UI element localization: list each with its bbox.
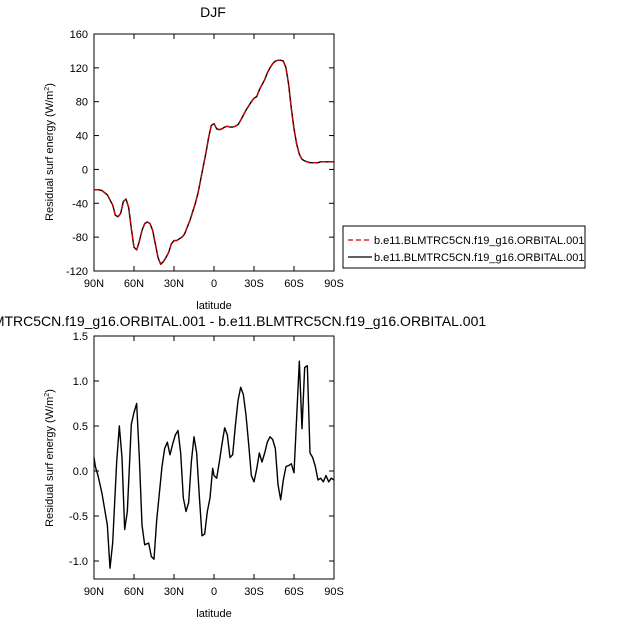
top-xtick-label: 90S — [324, 278, 344, 290]
top-xtick-label: 90N — [84, 278, 104, 290]
top-ytick-label: -40 — [72, 198, 88, 210]
bottom-xtick-label: 90N — [84, 586, 104, 598]
top-xtick-label: 60S — [284, 278, 304, 290]
top-series-line-0 — [94, 59, 334, 265]
top-xtick-label: 60N — [124, 278, 144, 290]
bottom-ytick-label: 1.5 — [73, 331, 88, 343]
bottom-y-axis-label-close: ) — [44, 389, 56, 393]
top-xtick-label: 30S — [244, 278, 264, 290]
top-series-group — [94, 59, 334, 265]
bottom-xtick-label: 90S — [324, 586, 344, 598]
bottom-ytick-label: -0.5 — [69, 511, 88, 523]
top-ytick-label: 0 — [82, 164, 88, 176]
top-xtick-label: 30N — [164, 278, 184, 290]
top-axis-ticks: -120 -80 -40 0 40 80 120 160 90N 60N 30N 0 30S 60S 90S — [66, 29, 344, 290]
legend-label-dashed: b.e11.BLMTRC5CN.f19_g16.ORBITAL.001 — [374, 235, 585, 247]
top-panel: DJF -120 -80 -40 0 40 80 120 160 90N 60N 30N 0 30S 60… — [44, 4, 344, 312]
bottom-chart-title: b.e11.BLMTRC5CN.f19_g16.ORBITAL.001 - b.… — [0, 313, 486, 329]
bottom-xtick-label: 30S — [244, 586, 264, 598]
top-x-axis-label: latitude — [196, 300, 231, 312]
top-ytick-label: 80 — [76, 97, 88, 109]
top-ytick-label: 120 — [70, 63, 88, 75]
top-ytick-label: 40 — [76, 131, 88, 143]
bottom-x-axis-label: latitude — [196, 608, 231, 620]
bottom-axis-ticks: -1.0 -0.5 0.0 0.5 1.0 1.5 90N 60N 30N 0 30S 60S 90S — [69, 331, 344, 598]
bottom-y-axis-label-text: Residual surf energy (W/m — [44, 397, 56, 527]
bottom-xtick-label: 30N — [164, 586, 184, 598]
bottom-y-axis-label: Residual surf energy (W/m2) — [44, 389, 56, 527]
bottom-xtick-label: 0 — [211, 586, 217, 598]
bottom-ytick-label: -1.0 — [69, 556, 88, 568]
bottom-series-group — [93, 360, 335, 569]
bottom-ytick-label: 0.5 — [73, 421, 88, 433]
top-ytick-label: -120 — [66, 266, 88, 278]
bottom-panel: b.e11.BLMTRC5CN.f19_g16.ORBITAL.001 - b.… — [0, 313, 486, 620]
legend-box — [342, 225, 586, 269]
legend-label-solid: b.e11.BLMTRC5CN.f19_g16.ORBITAL.001 — [374, 252, 585, 264]
top-y-axis-label-exp: 2 — [44, 87, 51, 91]
top-y-axis-label-text: Residual surf energy (W/m — [44, 91, 56, 221]
top-xtick-label: 0 — [211, 278, 217, 290]
top-series-line-1 — [94, 59, 334, 265]
bottom-series-line-0 — [93, 360, 335, 569]
bottom-y-axis-label-exp: 2 — [44, 393, 51, 397]
bottom-ytick-label: 0.0 — [73, 466, 88, 478]
bottom-ytick-label: 1.0 — [73, 376, 88, 388]
top-plot-frame — [93, 33, 335, 272]
bottom-xtick-label: 60S — [284, 586, 304, 598]
top-y-axis-label-close: ) — [44, 83, 56, 87]
top-y-axis-label: Residual surf energy (W/m2) — [44, 83, 56, 221]
top-ytick-label: 160 — [70, 29, 88, 41]
top-chart-title: DJF — [200, 4, 226, 20]
top-ytick-label: -80 — [72, 232, 88, 244]
bottom-xtick-label: 60N — [124, 586, 144, 598]
chart-legend: b.e11.BLMTRC5CN.f19_g16.ORBITAL.001 b.e1… — [342, 225, 586, 269]
